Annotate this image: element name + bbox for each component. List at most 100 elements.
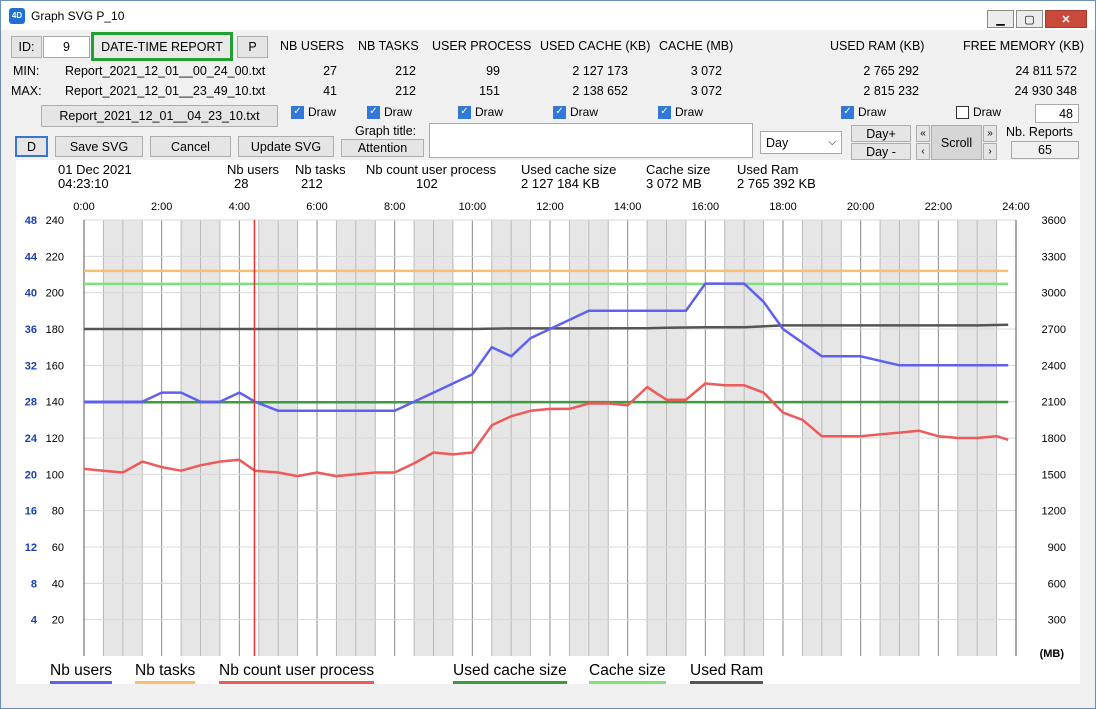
x-tick-label: 24:00 [1002, 201, 1030, 213]
y-right-tick-label: 900 [1048, 542, 1066, 554]
y-users-tick-label: 44 [25, 251, 38, 263]
draw-nb-users-checkbox[interactable]: ✓ Draw [291, 105, 336, 119]
info-process-value: 102 [416, 176, 438, 191]
y-right-tick-label: 300 [1048, 615, 1066, 627]
y-right-tick-label: 1200 [1042, 506, 1066, 518]
current-file-button[interactable]: Report_2021_12_01__04_23_10.txt [41, 105, 278, 127]
draw-user-process-checkbox[interactable]: ✓ Draw [458, 105, 503, 119]
x-tick-label: 10:00 [459, 201, 487, 213]
x-tick-label: 6:00 [306, 201, 327, 213]
draw-label: Draw [973, 105, 1002, 119]
chevron-down-icon: ⌵ [828, 137, 836, 148]
x-tick-label: 0:00 [73, 201, 94, 213]
col-cache: CACHE (MB) [659, 39, 734, 53]
close-button[interactable]: ✕ [1045, 10, 1087, 28]
y-left-tick-label: 180 [46, 324, 64, 336]
scroll-prev-button[interactable]: ‹ [916, 143, 930, 160]
col-used-ram: USED RAM (KB) [830, 39, 925, 53]
x-tick-label: 8:00 [384, 201, 405, 213]
col-nb-users: NB USERS [280, 39, 344, 53]
checkmark-icon: ✓ [458, 105, 471, 119]
x-tick-label: 18:00 [769, 201, 797, 213]
checkmark-icon: ✓ [291, 105, 304, 119]
min-file: Report_2021_12_01__00_24_00.txt [65, 64, 266, 78]
x-tick-label: 12:00 [536, 201, 564, 213]
y-users-tick-label: 24 [25, 433, 38, 445]
maximize-button[interactable]: ▢ [1016, 10, 1043, 28]
checkmark-icon: ✓ [367, 105, 380, 119]
info-cache-value: 3 072 MB [646, 176, 702, 191]
y-users-tick-label: 20 [25, 469, 37, 481]
y-left-tick-label: 220 [46, 251, 64, 263]
x-tick-label: 2:00 [151, 201, 172, 213]
col-used-cache: USED CACHE (KB) [540, 39, 651, 53]
y-left-tick-label: 40 [52, 578, 64, 590]
draw-nb-tasks-checkbox[interactable]: ✓ Draw [367, 105, 412, 119]
draw-used-ram-checkbox[interactable]: ✓ Draw [841, 105, 886, 119]
min-nb-users: 27 [323, 64, 337, 78]
col-nb-tasks: NB TASKS [358, 39, 419, 53]
scroll-next-button[interactable]: › [983, 143, 997, 160]
y-users-tick-label: 16 [25, 506, 37, 518]
scroll-button[interactable]: Scroll [931, 125, 982, 160]
date-time-report-button[interactable]: DATE-TIME REPORT [91, 32, 233, 61]
max-used-cache: 2 138 652 [572, 84, 628, 98]
checkmark-icon: ✓ [841, 105, 854, 119]
y-users-tick-label: 36 [25, 324, 37, 336]
x-tick-label: 22:00 [925, 201, 953, 213]
minimize-button[interactable]: ▁ [987, 10, 1014, 28]
legend-used-cache-size: Used cache size [453, 662, 567, 684]
y-left-tick-label: 160 [46, 360, 64, 372]
draw-used-cache-checkbox[interactable]: ✓ Draw [553, 105, 598, 119]
legend-cache-size: Cache size [589, 662, 666, 684]
legend-nb-count-user-process: Nb count user process [219, 662, 375, 684]
x-tick-label: 14:00 [614, 201, 642, 213]
period-select[interactable]: Day ⌵ [760, 131, 842, 154]
day-plus-button[interactable]: Day+ [851, 125, 911, 142]
min-used-ram: 2 765 292 [863, 64, 919, 78]
y-right-tick-label: 1500 [1042, 469, 1066, 481]
y-right-unit: (MB) [1040, 648, 1065, 660]
graph-panel: 01 Dec 2021 04:23:10 Nb users 28 Nb task… [16, 160, 1080, 684]
min-cache: 3 072 [690, 64, 722, 78]
y-left-tick-label: 100 [46, 469, 64, 481]
series-line-process [83, 382, 1009, 478]
info-nb-tasks-label: Nb tasks [295, 162, 346, 177]
max-file: Report_2021_12_01__23_49_10.txt [65, 84, 266, 98]
y-left-tick-label: 60 [52, 542, 64, 554]
info-nb-users-label: Nb users [227, 162, 280, 177]
legend-nb-tasks: Nb tasks [135, 662, 196, 684]
y-left-tick-label: 120 [46, 433, 64, 445]
col-free-memory: FREE MEMORY (KB) [963, 39, 1085, 53]
id-field[interactable]: 9 [43, 36, 90, 58]
draw-free-memory-checkbox[interactable]: Draw [956, 105, 1001, 119]
title-bar: 4D Graph SVG P_10 ▁ ▢ ✕ [1, 1, 1095, 30]
series-line-users [84, 282, 1009, 413]
min-free-memory: 24 811 572 [1015, 64, 1077, 78]
scroll-first-button[interactable]: « [916, 125, 930, 142]
min-used-cache: 2 127 173 [572, 64, 628, 78]
info-used-ram-label: Used Ram [737, 162, 799, 177]
scroll-last-button[interactable]: » [983, 125, 997, 142]
y-right-tick-label: 1800 [1042, 433, 1066, 445]
graph-title-input[interactable] [429, 123, 753, 158]
update-svg-button[interactable]: Update SVG [238, 136, 334, 157]
col-user-process: USER PROCESS [432, 39, 532, 53]
x-tick-label: 16:00 [692, 201, 720, 213]
draw-label: Draw [475, 105, 504, 119]
p-button[interactable]: P [237, 36, 268, 58]
max-nb-tasks: 212 [395, 84, 416, 98]
y-right-tick-label: 600 [1048, 578, 1066, 590]
y-left-tick-label: 20 [52, 615, 64, 627]
min-nb-tasks: 212 [395, 64, 416, 78]
draw-cache-checkbox[interactable]: ✓ Draw [658, 105, 703, 119]
save-svg-button[interactable]: Save SVG [55, 136, 143, 157]
cancel-button[interactable]: Cancel [150, 136, 231, 157]
draw-count-field[interactable]: 48 [1035, 104, 1079, 123]
d-button[interactable]: D [15, 136, 48, 157]
attention-button[interactable]: Attention [341, 139, 424, 157]
y-left-tick-label: 140 [46, 397, 64, 409]
info-time: 04:23:10 [58, 176, 109, 191]
day-minus-button[interactable]: Day - [851, 143, 911, 160]
info-used-ram-value: 2 765 392 KB [737, 176, 816, 191]
